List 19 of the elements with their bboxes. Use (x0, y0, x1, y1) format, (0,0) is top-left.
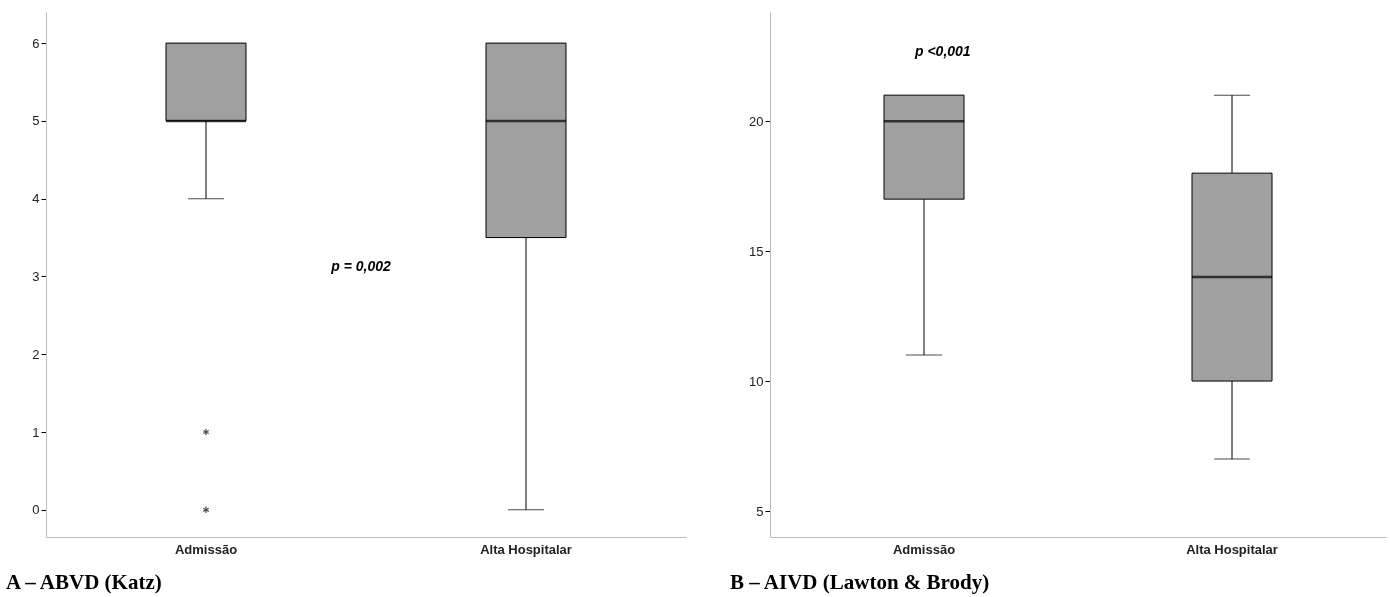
y-tick-label: 15 (749, 243, 764, 259)
y-tick-label: 0 (32, 502, 40, 518)
y-tick-label: 4 (32, 191, 40, 207)
y-tick-label: 5 (756, 503, 764, 519)
y-tick-label: 10 (749, 373, 764, 389)
y-tick-label: 5 (32, 113, 40, 129)
y-tick-label: 3 (32, 268, 40, 284)
x-tick-label: Admissão (892, 541, 956, 557)
x-tick-label: Alta Hospitalar (480, 541, 572, 557)
text: A – ABVD (Katz) (6, 570, 162, 594)
y-tick-label: 2 (32, 346, 40, 362)
text: B – AIVD (Lawton & Brody) (730, 570, 990, 594)
y-tick-label: 20 (749, 113, 764, 129)
y-tick-label: 1 (32, 424, 40, 440)
annotation: p = 0,002 (330, 258, 391, 274)
y-tick-label: 6 (32, 35, 40, 51)
x-tick-label: Admissão (174, 541, 238, 557)
x-tick-label: Alta Hospitalar (1186, 541, 1278, 557)
annotation: p <0,001 (913, 43, 971, 59)
